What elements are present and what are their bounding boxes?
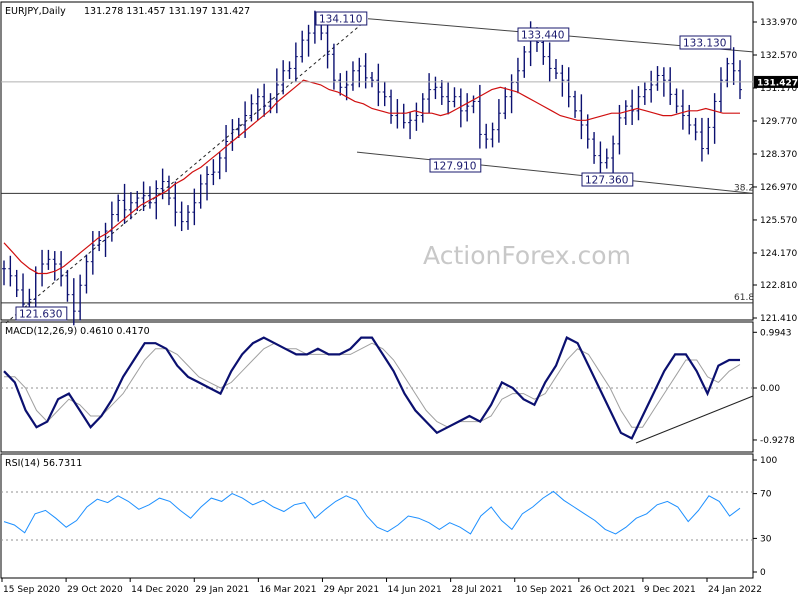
swing-label: 134.110 — [319, 14, 362, 26]
rsi-y-tick-label: 30 — [760, 534, 772, 544]
uptrend-dashed-line — [5, 18, 369, 324]
x-tick-label: 14 Jun 2021 — [388, 585, 442, 595]
x-tick-label: 9 Dec 2021 — [644, 585, 696, 595]
swing-label: 121.630 — [19, 309, 62, 321]
price-y-tick-label: 132.570 — [760, 51, 797, 61]
macd-y-tick-label: 0.9943 — [760, 328, 792, 338]
swing-label-box — [429, 158, 482, 173]
swing-label: 133.130 — [683, 38, 726, 50]
price-y-tick-label: 122.810 — [760, 281, 797, 291]
x-tick-label: 16 Mar 2021 — [259, 585, 316, 595]
price-ohlc-readout: 131.278 131.457 131.197 131.427 — [84, 6, 250, 17]
price-panel-title: EURJPY,Daily — [5, 6, 66, 17]
macd-line — [3, 336, 740, 440]
x-tick-label: 29 Oct 2020 — [67, 585, 123, 595]
rsi-panel — [0, 453, 754, 579]
swing-label-box — [581, 172, 634, 187]
swing-label-box — [517, 27, 570, 42]
rsi-panel-title: RSI(14) 56.7311 — [5, 458, 82, 469]
fib-level-label: 61.8 — [734, 293, 754, 303]
rsi-y-tick-label: 0 — [760, 568, 766, 578]
price-y-tick-label: 128.370 — [760, 150, 797, 160]
price-y-tick-label: 124.170 — [760, 249, 797, 259]
watermark: ActionForex.com — [423, 241, 631, 270]
moving-average-line — [3, 79, 740, 275]
channel-lower-trendline — [356, 151, 754, 194]
rsi-line — [3, 490, 741, 535]
price-y-tick-label: 121.410 — [760, 314, 797, 324]
price-y-tick-label: 126.970 — [760, 183, 797, 193]
rsi-y-tick-label: 100 — [760, 456, 777, 466]
fib-level-label: 38.2 — [734, 183, 754, 193]
macd-signal-line — [4, 342, 741, 428]
x-tick-label: 10 Sep 2021 — [516, 585, 573, 595]
price-y-tick-label: 131.170 — [760, 84, 797, 94]
x-tick-label: 28 Jul 2021 — [452, 585, 503, 595]
macd-support-trendline — [635, 395, 754, 444]
macd-panel-title: MACD(12,26,9) 0.4610 0.4170 — [5, 326, 150, 337]
last-price-label: 131.427 — [757, 78, 798, 88]
price-y-tick-label: 129.770 — [760, 117, 797, 127]
swing-label: 133.440 — [521, 30, 564, 42]
swing-label-box — [315, 11, 368, 26]
x-tick-label: 14 Dec 2020 — [131, 585, 189, 595]
macd-y-tick-label: -0.9278 — [760, 436, 795, 446]
swing-label: 127.360 — [585, 175, 628, 187]
price-y-tick-label: 133.970 — [760, 18, 797, 28]
rsi-y-tick-label: 70 — [760, 490, 772, 500]
x-tick-label: 24 Jan 2022 — [708, 585, 762, 595]
x-tick-label: 29 Jan 2021 — [195, 585, 249, 595]
swing-label: 127.910 — [433, 161, 476, 173]
swing-label-box — [679, 35, 732, 50]
x-tick-label: 15 Sep 2020 — [3, 585, 60, 595]
swing-label-box — [15, 306, 68, 321]
last-price-box — [754, 75, 798, 88]
x-tick-label: 29 Apr 2021 — [323, 585, 379, 595]
macd-y-tick-label: 0.00 — [760, 384, 780, 394]
x-tick-label: 26 Oct 2021 — [580, 585, 636, 595]
macd-panel — [0, 321, 754, 453]
price-panel — [0, 1, 754, 321]
price-y-tick-label: 125.570 — [760, 216, 797, 226]
